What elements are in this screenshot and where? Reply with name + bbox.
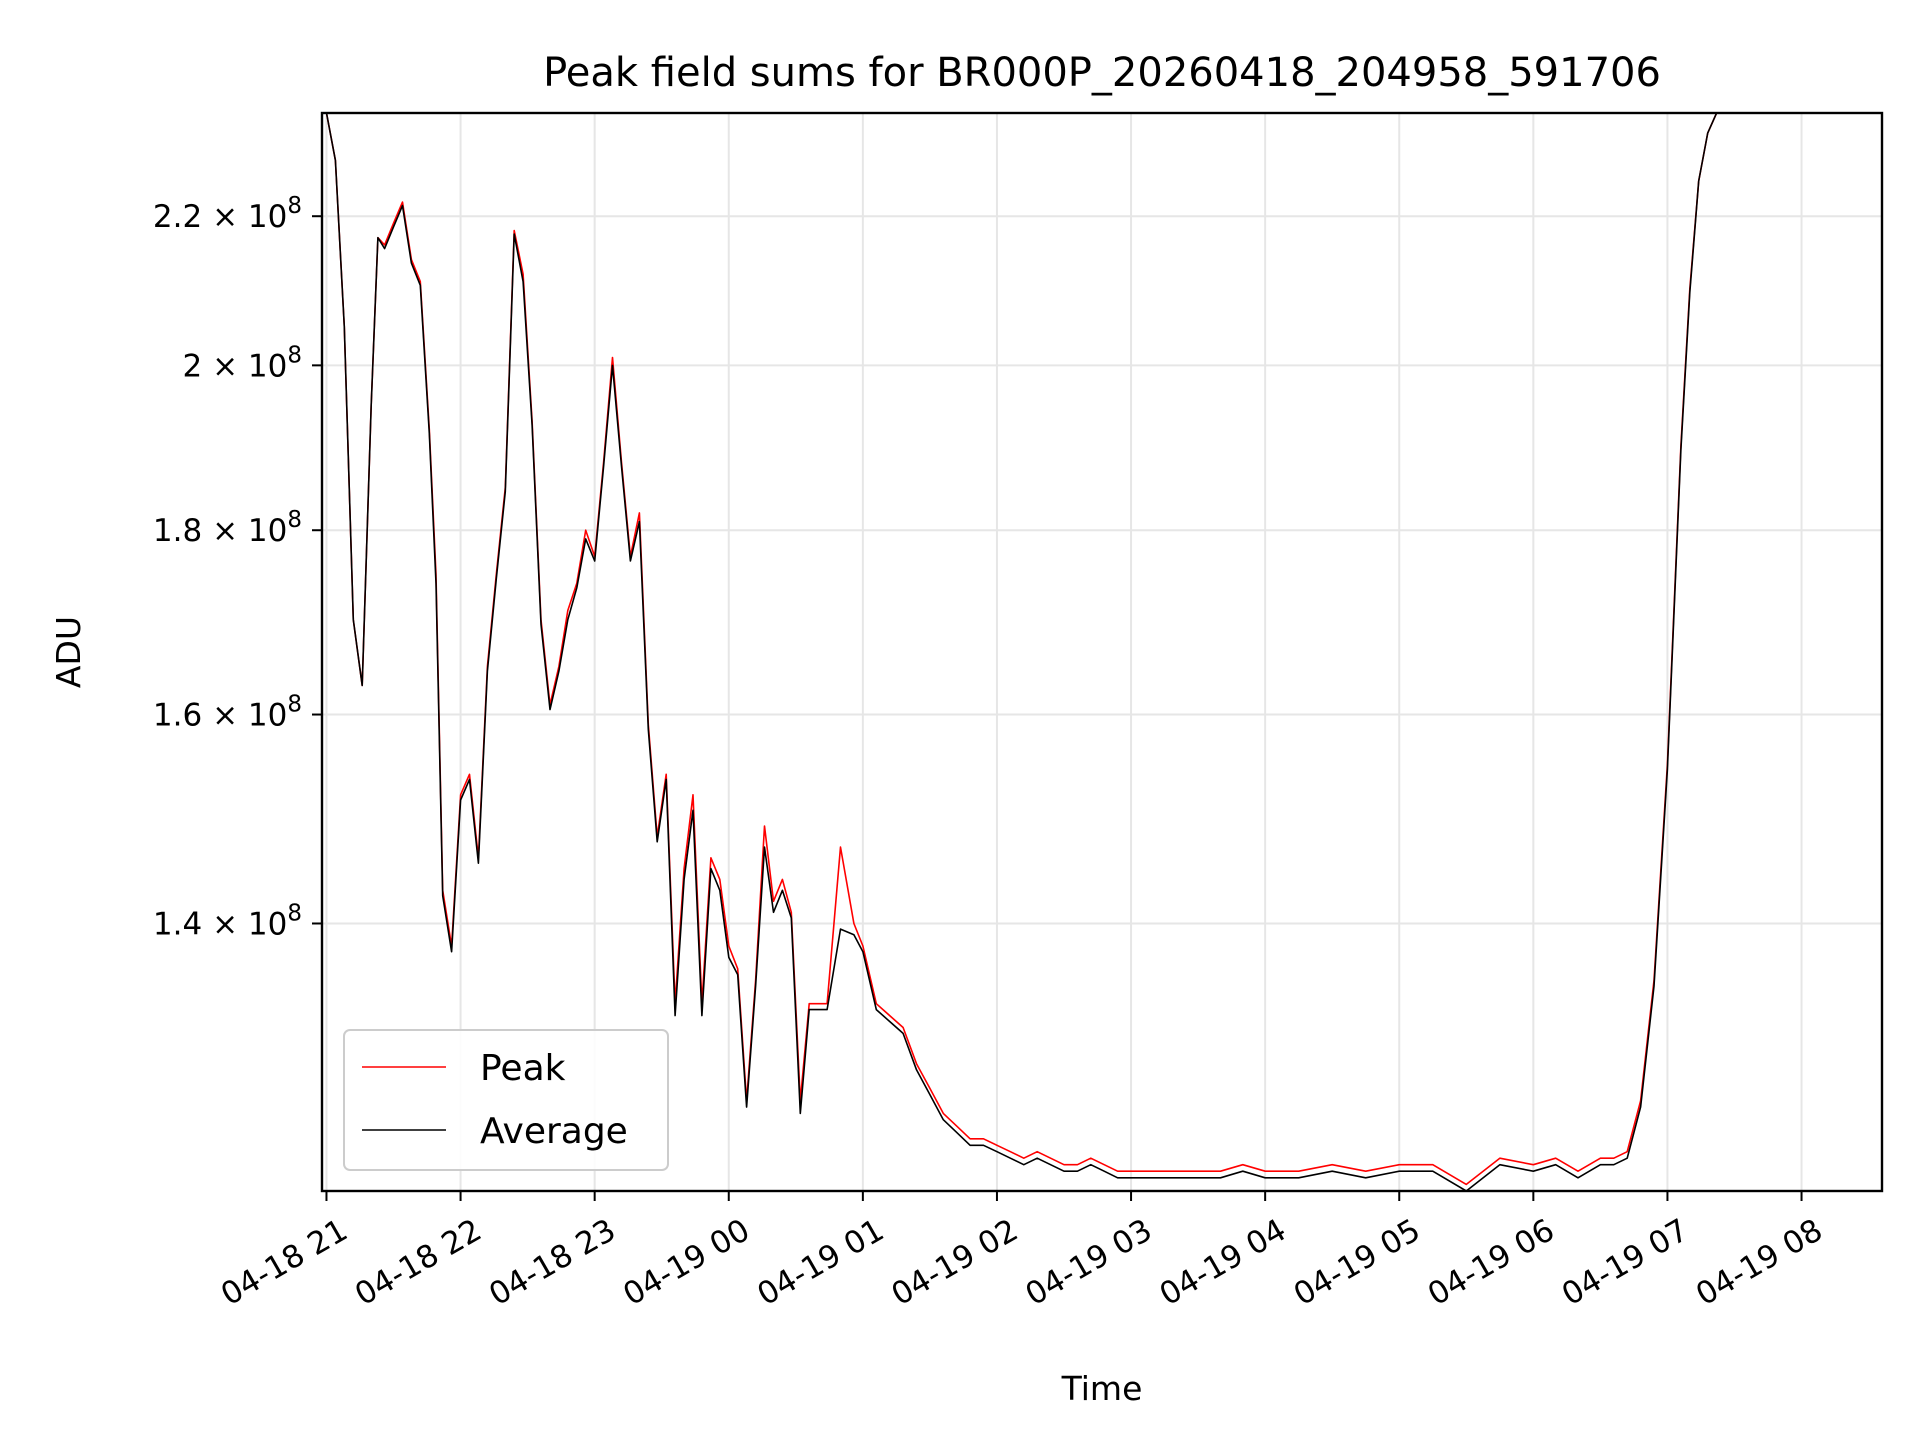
legend-label-peak: Peak	[480, 1048, 566, 1089]
y-tick-label: 2 × 108	[183, 342, 303, 384]
y-tick-label: 1.4 × 108	[153, 900, 302, 942]
x-axis-label: Time	[1061, 1369, 1143, 1408]
y-tick-label: 1.6 × 108	[153, 692, 302, 734]
legend-box	[343, 1029, 669, 1171]
chart-title: Peak field sums for BR000P_20260418_2049…	[543, 50, 1661, 96]
grid-layer	[322, 113, 1882, 1191]
legend: Peak Average	[343, 1029, 669, 1171]
series-layer	[322, 113, 1775, 1191]
y-axis-label: ADU	[49, 616, 88, 688]
plot-frame	[320, 111, 1884, 1193]
series-line-average	[322, 113, 1775, 1191]
legend-label-average: Average	[480, 1111, 628, 1152]
y-tick-label: 1.8 × 108	[153, 507, 302, 549]
y-tick-label: 2.2 × 108	[153, 193, 302, 235]
